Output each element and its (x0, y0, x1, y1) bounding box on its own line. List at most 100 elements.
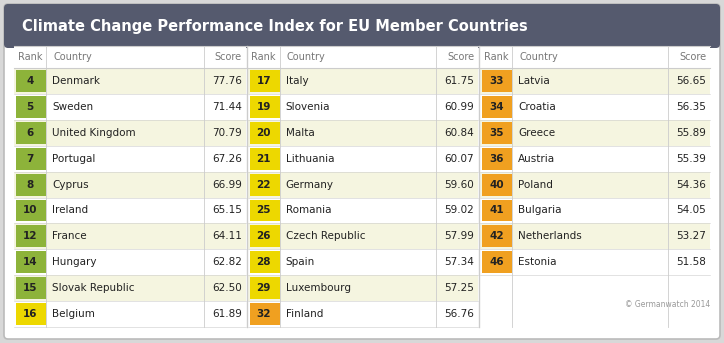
Bar (16, 148, 46, 169)
Text: 57.34: 57.34 (445, 257, 474, 267)
Text: Country: Country (53, 52, 92, 62)
Bar (482, 225, 513, 247)
Bar (248, 172, 479, 198)
Text: Portugal: Portugal (52, 154, 96, 164)
Text: 59.02: 59.02 (445, 205, 474, 215)
Text: 71.44: 71.44 (212, 102, 242, 112)
Text: Estonia: Estonia (518, 257, 557, 267)
Text: 55.89: 55.89 (676, 128, 706, 138)
Text: 77.76: 77.76 (212, 76, 242, 86)
Text: Slovak Republic: Slovak Republic (52, 283, 135, 293)
Bar (248, 120, 479, 146)
FancyBboxPatch shape (4, 4, 720, 48)
Text: 25: 25 (256, 205, 271, 215)
Text: 54.36: 54.36 (676, 179, 706, 190)
Text: 56.76: 56.76 (445, 309, 474, 319)
Text: 51.58: 51.58 (676, 257, 706, 267)
Bar (8, 26, 716, 44)
Text: 21: 21 (256, 154, 271, 164)
Bar (248, 94, 479, 120)
Text: 6: 6 (26, 128, 33, 138)
Text: Score: Score (447, 52, 474, 62)
Bar (250, 96, 279, 118)
Text: Croatia: Croatia (518, 102, 556, 112)
Text: 41: 41 (489, 205, 504, 215)
Text: Sweden: Sweden (52, 102, 93, 112)
Bar (16, 174, 46, 196)
Bar (250, 70, 279, 92)
Text: 46: 46 (489, 257, 504, 267)
Text: Slovenia: Slovenia (286, 102, 330, 112)
Text: 62.50: 62.50 (212, 283, 242, 293)
Bar (14, 146, 245, 172)
Bar (250, 303, 279, 325)
Bar (250, 200, 279, 221)
Bar (16, 122, 46, 144)
Text: 26: 26 (256, 231, 271, 241)
Text: 8: 8 (26, 179, 33, 190)
Text: 67.26: 67.26 (212, 154, 242, 164)
Text: Malta: Malta (286, 128, 314, 138)
Text: 4: 4 (26, 76, 34, 86)
Text: 54.05: 54.05 (676, 205, 706, 215)
FancyBboxPatch shape (4, 4, 720, 339)
Text: Rank: Rank (484, 52, 508, 62)
Bar (248, 198, 479, 223)
Text: 57.99: 57.99 (445, 231, 474, 241)
Text: 22: 22 (256, 179, 271, 190)
Text: Netherlands: Netherlands (518, 231, 582, 241)
Text: Germany: Germany (286, 179, 334, 190)
Text: Latvia: Latvia (518, 76, 550, 86)
Text: 35: 35 (489, 128, 504, 138)
Bar (248, 249, 479, 275)
Bar (14, 68, 245, 94)
Bar (14, 275, 245, 301)
Text: 65.15: 65.15 (212, 205, 242, 215)
Text: 62.82: 62.82 (212, 257, 242, 267)
Text: 33: 33 (489, 76, 504, 86)
Text: 70.79: 70.79 (212, 128, 242, 138)
Bar (250, 122, 279, 144)
Text: © Germanwatch 2014: © Germanwatch 2014 (625, 300, 710, 309)
Text: 36: 36 (489, 154, 504, 164)
Text: Hungary: Hungary (52, 257, 96, 267)
Bar (480, 120, 710, 146)
Text: Italy: Italy (286, 76, 308, 86)
Bar (250, 251, 279, 273)
Bar (248, 46, 479, 68)
Bar (14, 223, 245, 249)
Text: Spain: Spain (286, 257, 315, 267)
Text: 61.75: 61.75 (445, 76, 474, 86)
Text: 40: 40 (489, 179, 504, 190)
Bar (14, 249, 245, 275)
Text: Luxembourg: Luxembourg (286, 283, 350, 293)
Text: 12: 12 (22, 231, 37, 241)
Bar (14, 120, 245, 146)
Text: 60.99: 60.99 (445, 102, 474, 112)
Bar (14, 94, 245, 120)
Bar (16, 303, 46, 325)
Bar (250, 174, 279, 196)
Text: 53.27: 53.27 (676, 231, 706, 241)
Bar (248, 68, 479, 94)
Text: 61.89: 61.89 (212, 309, 242, 319)
Text: 59.60: 59.60 (445, 179, 474, 190)
Text: Lithuania: Lithuania (286, 154, 334, 164)
Text: Country: Country (519, 52, 558, 62)
Text: 56.65: 56.65 (676, 76, 706, 86)
Text: 16: 16 (22, 309, 37, 319)
Text: Rank: Rank (18, 52, 42, 62)
Bar (250, 148, 279, 169)
Bar (250, 225, 279, 247)
Text: 5: 5 (26, 102, 33, 112)
Text: 10: 10 (22, 205, 37, 215)
Bar (14, 198, 245, 223)
Text: 28: 28 (256, 257, 271, 267)
Bar (250, 277, 279, 299)
Text: Ireland: Ireland (52, 205, 88, 215)
Text: Rank: Rank (251, 52, 276, 62)
Bar (16, 225, 46, 247)
Text: 60.84: 60.84 (445, 128, 474, 138)
Text: Greece: Greece (518, 128, 555, 138)
Bar (482, 122, 513, 144)
